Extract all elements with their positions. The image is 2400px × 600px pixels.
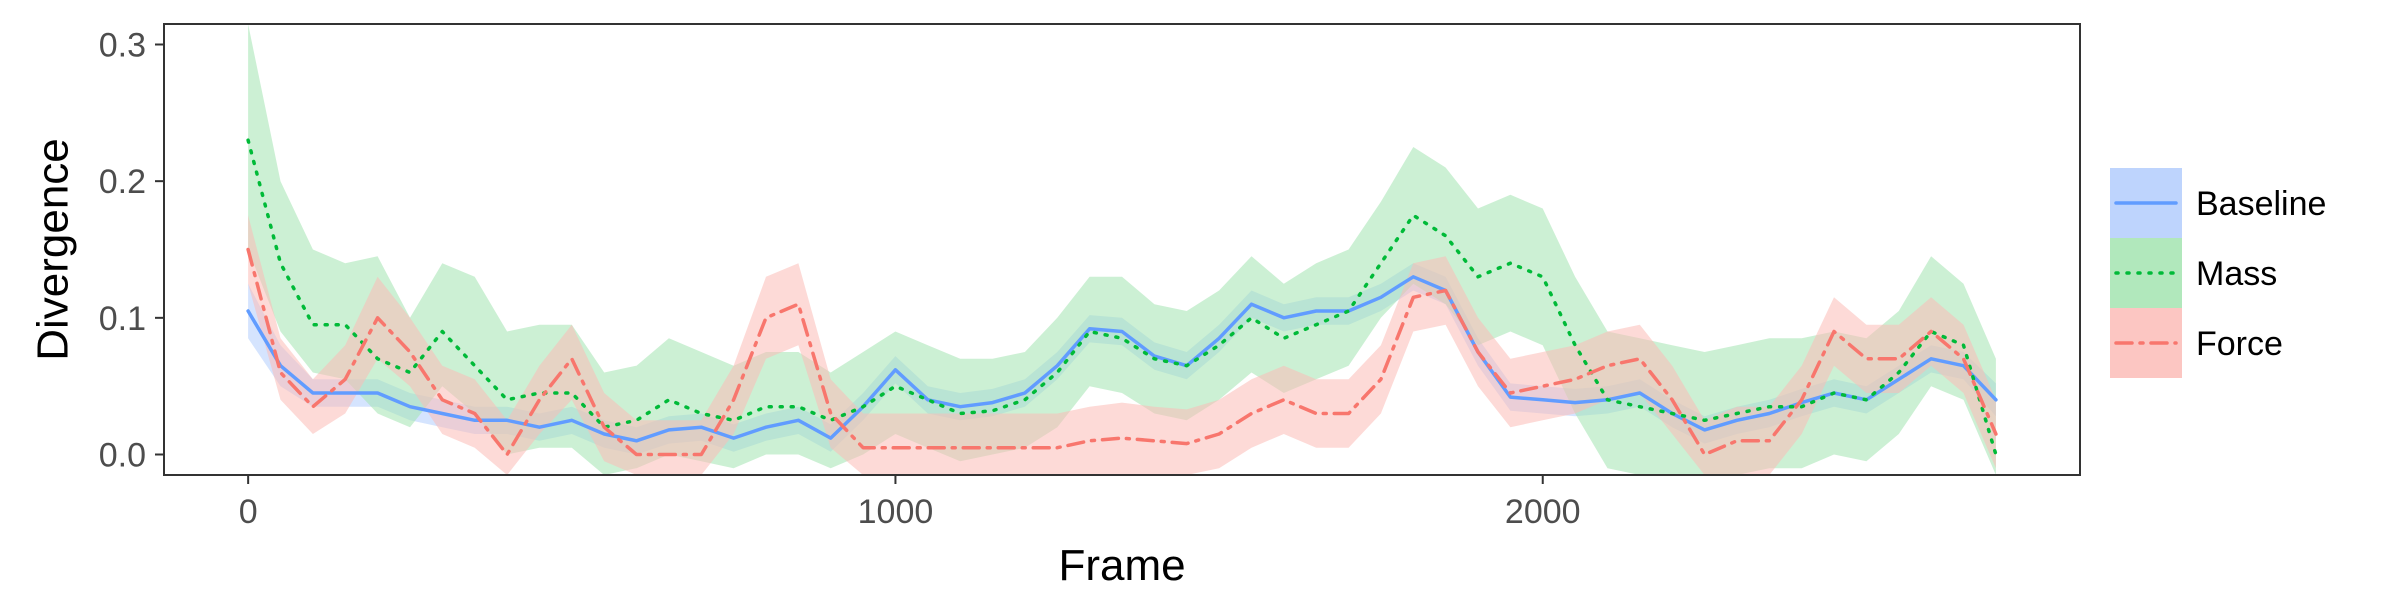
x-tick-label: 2000 [1505, 493, 1581, 531]
legend-label-baseline: Baseline [2196, 185, 2326, 223]
series-lines [246, 138, 1998, 457]
legend-item-baseline: Baseline [2110, 168, 2326, 238]
y-tick-label: 0.1 [99, 300, 146, 338]
y-tick-label: 0.2 [99, 163, 146, 201]
y-tick-label: 0.3 [99, 27, 146, 65]
force-series-line [246, 247, 1998, 457]
axes: 0 1000 2000 0.0 0.1 0.2 0.3 [99, 27, 1581, 532]
legend-label-force: Force [2196, 325, 2283, 363]
baseline-series-line [246, 275, 1998, 443]
x-tick-label: 0 [239, 493, 258, 531]
legend-label-mass: Mass [2196, 255, 2277, 293]
mass-series-line [246, 138, 1998, 457]
x-tick-label: 1000 [858, 493, 934, 531]
y-tick-label: 0.0 [99, 437, 146, 475]
confidence-bands [248, 24, 1996, 475]
x-axis-title: Frame [1058, 541, 1185, 590]
legend-item-mass: Mass [2110, 238, 2277, 308]
force-confidence-band [248, 215, 1996, 475]
y-axis-title: Divergence [29, 138, 78, 361]
plot-panel-border [163, 23, 2081, 476]
legend-item-force: Force [2110, 308, 2283, 378]
legend: Baseline Mass Force [2110, 168, 2326, 378]
